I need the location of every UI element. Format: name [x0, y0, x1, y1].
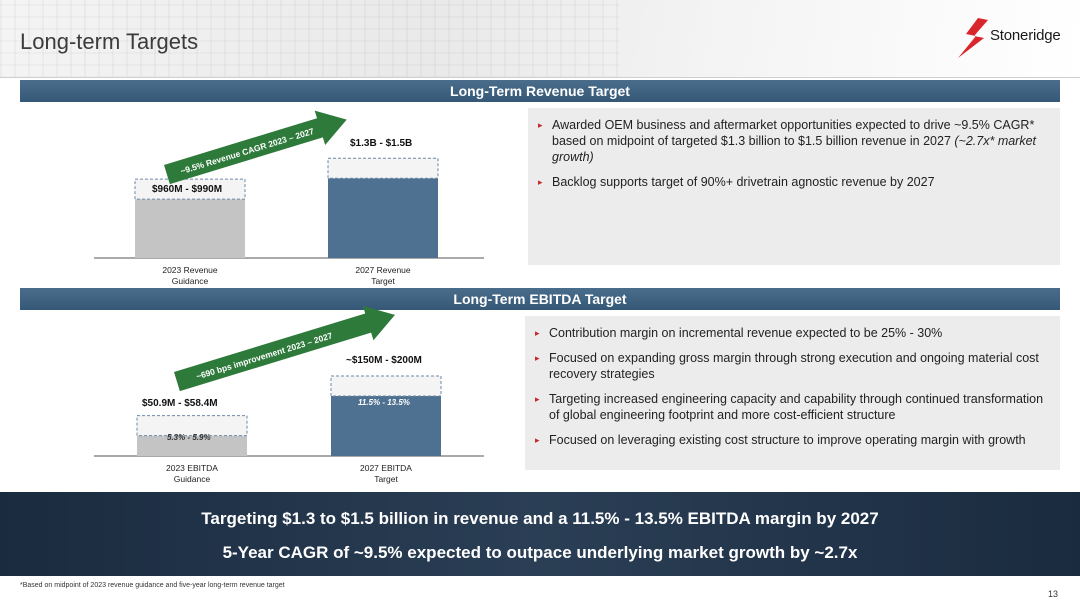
category-label: 2027 Revenue Target [355, 265, 411, 286]
bar-value-label: ~$150M - $200M [346, 355, 422, 366]
bar-2023-revenue [135, 199, 245, 258]
targets-chart: ~9.5% Revenue CAGR 2023 – 2027 ~690 bps … [94, 110, 484, 457]
margin-label: 5.3% - 5.9% [167, 433, 211, 442]
bar-2023-ebitda [137, 435, 247, 456]
bar-value-label: $960M - $990M [152, 184, 223, 195]
ebitda-arrow-label: ~690 bps improvement 2023 – 2027 [195, 330, 334, 381]
margin-label: 11.5% - 13.5% [358, 398, 410, 407]
ebitda-bullets-panel: ▸ Contribution margin on incremental reve… [525, 316, 1060, 470]
triangle-bullet-icon: ▸ [535, 353, 540, 363]
revenue-section-heading: Long-Term Revenue Target [20, 80, 1060, 102]
revenue-arrow-label: ~9.5% Revenue CAGR 2023 – 2027 [179, 126, 315, 176]
category-label: 2027 EBITDA Target [360, 463, 412, 484]
bullet-item: ▸ Targeting increased engineering capacit… [535, 392, 1044, 422]
triangle-bullet-icon: ▸ [535, 328, 540, 338]
header-pattern [0, 0, 620, 77]
footnote: *Based on midpoint of 2023 revenue guida… [20, 582, 285, 589]
summary-banner [0, 492, 1080, 576]
bar-2027-revenue [328, 178, 438, 258]
bullet-item: ▸ Backlog supports target of 90%+ drivetr… [538, 175, 935, 189]
summary-line-1: Targeting $1.3 to $1.5 billion in revenu… [201, 509, 879, 528]
revenue-growth-arrow: ~9.5% Revenue CAGR 2023 – 2027 [164, 110, 347, 185]
logo-text: Stoneridge [990, 27, 1061, 44]
range-2023-ebitda [136, 415, 248, 437]
category-label: 2023 EBITDA Guidance [166, 463, 218, 484]
revenue-bullets-panel: ▸ Awarded OEM business and aftermarket op… [528, 108, 1060, 265]
bar-2027-ebitda [331, 396, 441, 456]
bar-value-label: $1.3B - $1.5B [350, 138, 413, 149]
range-2023-revenue [134, 178, 246, 200]
bullet-item: ▸ Focused on expanding gross margin throu… [535, 351, 1039, 381]
bar-value-label: $50.9M - $58.4M [142, 398, 218, 409]
triangle-bullet-icon: ▸ [535, 394, 540, 404]
bullet-item: ▸ Contribution margin on incremental reve… [535, 326, 943, 340]
stoneridge-logo-icon [958, 18, 988, 58]
page-number: 13 [1048, 589, 1059, 599]
bullet-item: ▸ Awarded OEM business and aftermarket op… [538, 118, 1037, 164]
range-2027-ebitda [330, 375, 442, 397]
triangle-bullet-icon: ▸ [538, 120, 543, 130]
page-title: Long-term Targets [20, 29, 199, 54]
triangle-bullet-icon: ▸ [538, 177, 543, 187]
header: Long-term Targets Stoneridge [0, 0, 1080, 78]
summary-line-2: 5-Year CAGR of ~9.5% expected to outpace… [222, 543, 858, 562]
ebitda-section-heading: Long-Term EBITDA Target [20, 288, 1060, 310]
range-2027-revenue [327, 157, 439, 179]
triangle-bullet-icon: ▸ [535, 435, 540, 445]
category-label: 2023 Revenue Guidance [162, 265, 218, 286]
bullet-item: ▸ Focused on leveraging existing cost str… [535, 433, 1026, 447]
